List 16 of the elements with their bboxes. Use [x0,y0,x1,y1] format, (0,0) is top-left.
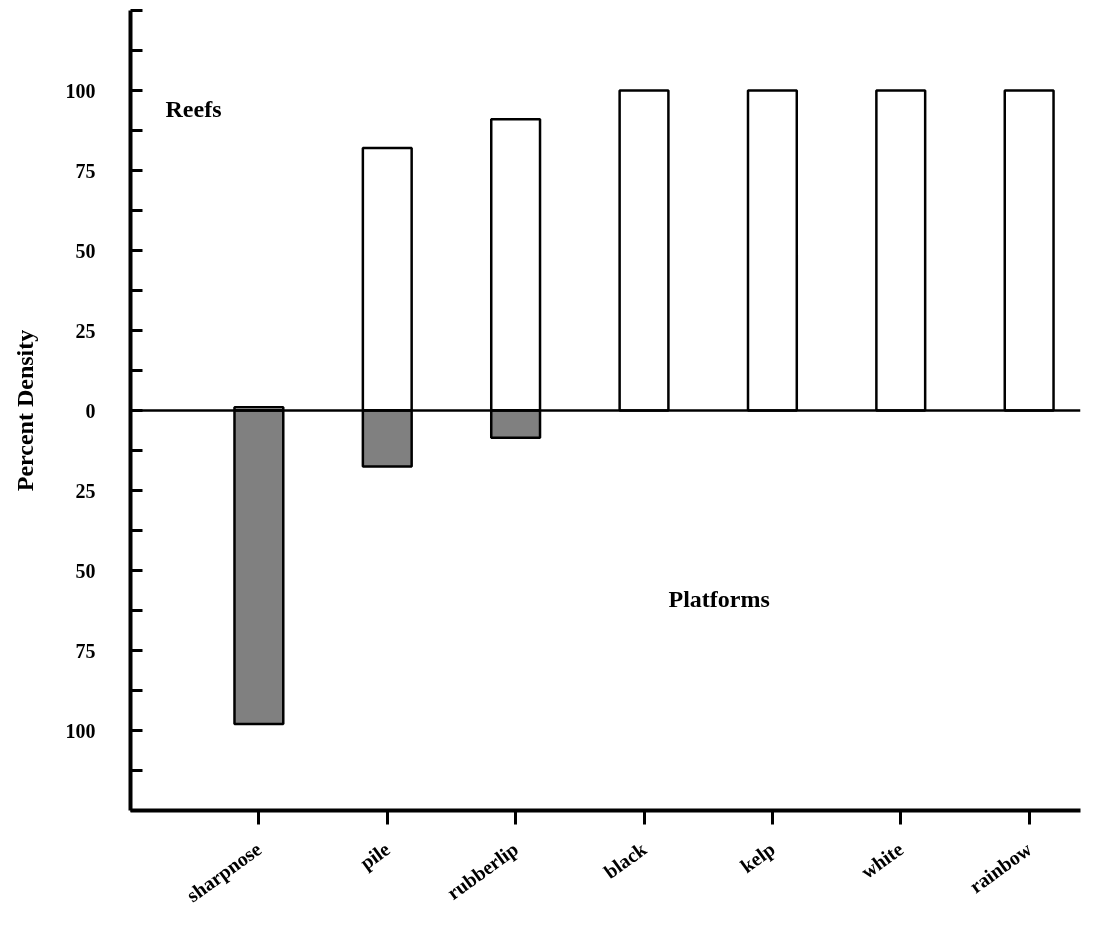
y-tick-label: 100 [65,719,96,742]
y-tick-label: 75 [75,639,96,662]
y-tick-label: 50 [75,239,96,262]
y-tick-label: 25 [75,319,96,342]
y-tick-label: 50 [75,559,96,582]
y-tick-label: 75 [75,159,96,182]
x-tick-label: black [599,837,652,883]
annotation: Platforms [668,585,770,612]
y-tick-label: 0 [85,399,96,422]
x-tick-label: white [856,837,908,883]
y-axis-title: Percent Density [11,329,38,492]
y-tick-label: 25 [75,479,96,502]
y-tick-label: 100 [65,79,96,102]
x-tick-label: pile [355,837,395,875]
x-tick-label: kelp [736,837,780,878]
annotation: Reefs [165,95,222,122]
